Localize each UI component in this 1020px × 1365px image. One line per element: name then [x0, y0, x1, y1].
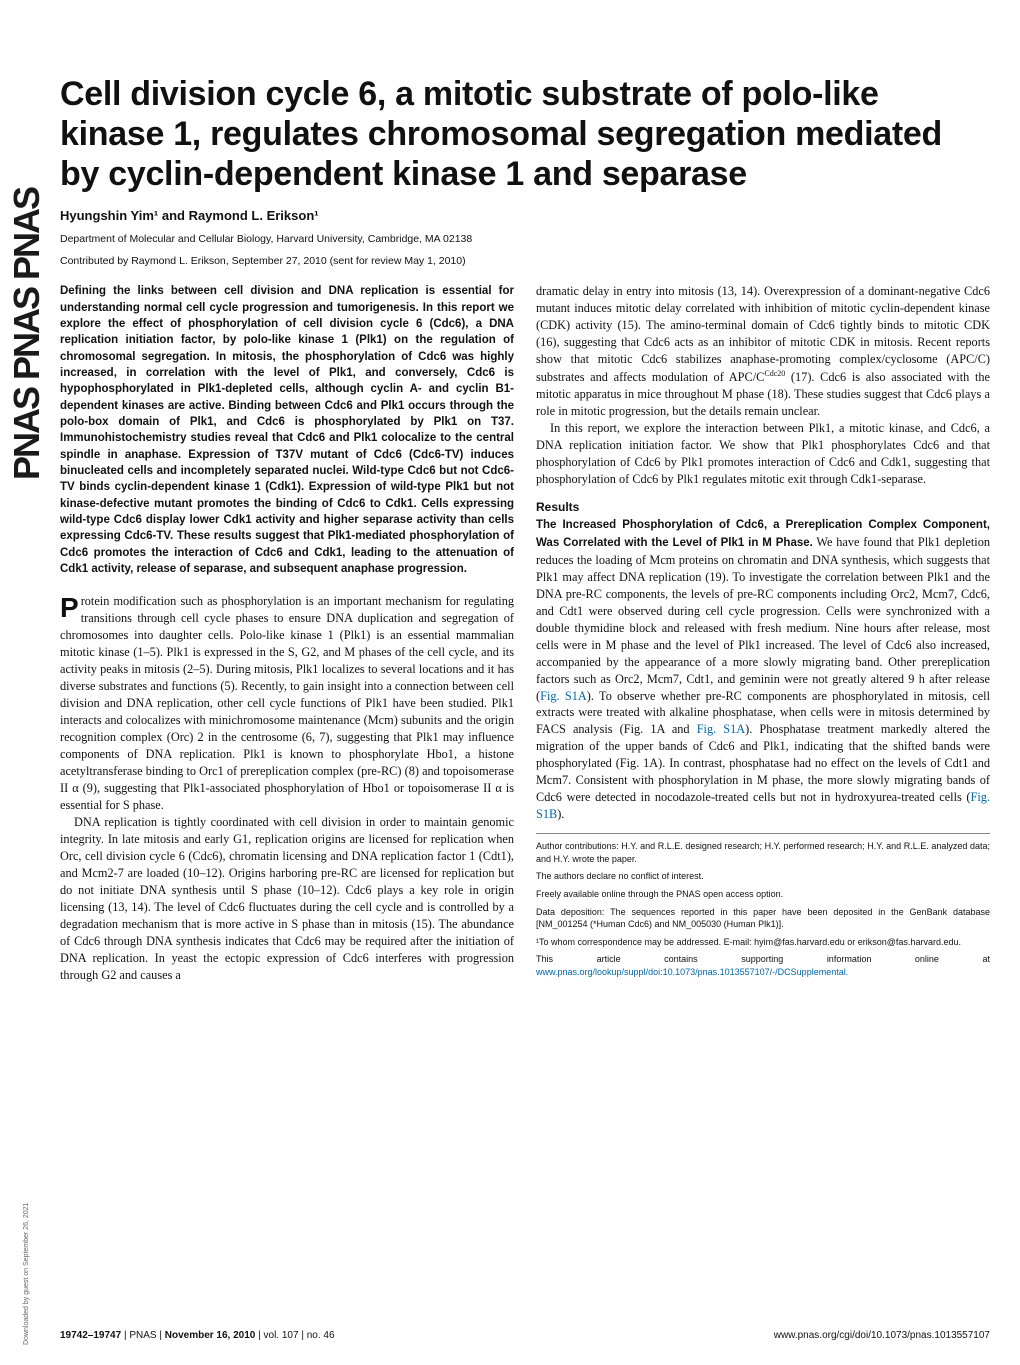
col2-paragraph-2: In this report, we explore the interacti… [536, 420, 990, 488]
page-footer: 19742–19747 | PNAS | November 16, 2010 |… [60, 1330, 990, 1341]
footer-issue: no. 46 [307, 1330, 335, 1341]
col2-paragraph-1: dramatic delay in entry into mitosis (13… [536, 283, 990, 420]
affiliation-line: Department of Molecular and Cellular Bio… [60, 233, 990, 245]
two-column-layout: Defining the links between cell division… [60, 283, 990, 983]
footer-date: November 16, 2010 [165, 1330, 256, 1341]
right-column: dramatic delay in entry into mitosis (13… [536, 283, 990, 983]
abstract-text: Defining the links between cell division… [60, 283, 514, 577]
download-note: Downloaded by guest on September 26, 202… [23, 1203, 30, 1345]
article-title: Cell division cycle 6, a mitotic substra… [60, 74, 990, 194]
footnote-conflict: The authors declare no conflict of inter… [536, 870, 990, 883]
footer-pnas: PNAS [129, 1330, 156, 1341]
footnote-supporting-info: This article contains supporting informa… [536, 953, 990, 978]
fig-s1a-link-1[interactable]: Fig. S1A [540, 689, 587, 703]
footnote-correspondence: ¹To whom correspondence may be addressed… [536, 936, 990, 949]
footer-pages: 19742–19747 [60, 1330, 121, 1341]
results-body-d: ). [557, 807, 564, 821]
footnote-si-link[interactable]: www.pnas.org/lookup/suppl/doi:10.1073/pn… [536, 967, 848, 977]
footnotes-block: Author contributions: H.Y. and R.L.E. de… [536, 833, 990, 978]
superscript-cdc20: Cdc20 [764, 369, 785, 378]
footnote-si-text: This article contains supporting informa… [536, 954, 990, 964]
footer-volume: vol. 107 [264, 1330, 299, 1341]
footer-doi: www.pnas.org/cgi/doi/10.1073/pnas.101355… [774, 1330, 990, 1341]
footnote-open-access: Freely available online through the PNAS… [536, 888, 990, 901]
sidebar-logo-strip: PNAS PNAS PNAS [0, 0, 44, 1365]
footer-left: 19742–19747 | PNAS | November 16, 2010 |… [60, 1330, 335, 1341]
intro-paragraph-2: DNA replication is tightly coordinated w… [60, 814, 514, 984]
results-body-a: We have found that Plk1 depletion reduce… [536, 535, 990, 703]
results-heading: Results [536, 500, 990, 514]
left-column: Defining the links between cell division… [60, 283, 514, 983]
fig-s1a-link-2[interactable]: Fig. S1A [697, 722, 745, 736]
pnas-logo-text: PNAS PNAS PNAS [6, 188, 48, 480]
footnote-author-contrib: Author contributions: H.Y. and R.L.E. de… [536, 840, 990, 865]
contributed-line: Contributed by Raymond L. Erikson, Septe… [60, 255, 990, 267]
results-paragraph: The Increased Phosphorylation of Cdc6, a… [536, 516, 990, 823]
authors-line: Hyungshin Yim¹ and Raymond L. Erikson¹ [60, 208, 990, 223]
intro-paragraph-1: Protein modification such as phosphoryla… [60, 593, 514, 814]
page-content: Cell division cycle 6, a mitotic substra… [60, 74, 990, 984]
footnote-data-deposition: Data deposition: The sequences reported … [536, 906, 990, 931]
